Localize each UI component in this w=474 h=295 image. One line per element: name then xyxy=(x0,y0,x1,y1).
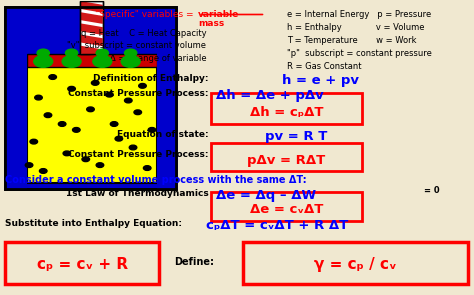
Circle shape xyxy=(115,136,123,141)
Circle shape xyxy=(68,86,75,91)
Text: Constant Pressure Process:: Constant Pressure Process: xyxy=(68,150,209,159)
Circle shape xyxy=(44,113,52,117)
Text: T = Temperature       w = Work: T = Temperature w = Work xyxy=(287,36,416,45)
Text: Consider a constant volume process with the same ΔT:: Consider a constant volume process with … xyxy=(5,176,307,185)
Circle shape xyxy=(25,163,33,168)
Circle shape xyxy=(106,92,113,97)
Text: Δe = Δq – ΔW: Δe = Δq – ΔW xyxy=(216,189,316,202)
Circle shape xyxy=(93,55,112,67)
Polygon shape xyxy=(80,12,103,24)
Circle shape xyxy=(125,98,132,103)
Polygon shape xyxy=(80,0,103,1)
FancyBboxPatch shape xyxy=(5,6,175,189)
Circle shape xyxy=(49,75,56,79)
Text: Δh = cₚΔT: Δh = cₚΔT xyxy=(250,106,323,119)
Text: pv = R T: pv = R T xyxy=(265,130,328,143)
FancyBboxPatch shape xyxy=(80,1,103,54)
FancyBboxPatch shape xyxy=(243,242,468,284)
Polygon shape xyxy=(80,1,103,13)
FancyBboxPatch shape xyxy=(5,6,27,189)
Text: Constant Pressure Process:: Constant Pressure Process: xyxy=(68,89,209,98)
FancyBboxPatch shape xyxy=(210,93,362,124)
Circle shape xyxy=(121,55,140,67)
Polygon shape xyxy=(80,46,103,57)
Text: cₚΔT = cᵥΔT + R ΔT: cₚΔT = cᵥΔT + R ΔT xyxy=(206,219,348,232)
Text: Δ = change of variable: Δ = change of variable xyxy=(109,54,206,63)
Polygon shape xyxy=(80,35,103,46)
Text: q = Heat    C = Heat Capacity: q = Heat C = Heat Capacity xyxy=(81,29,206,37)
Circle shape xyxy=(139,83,146,88)
Text: pΔv = RΔT: pΔv = RΔT xyxy=(247,154,326,167)
FancyBboxPatch shape xyxy=(156,6,178,189)
Circle shape xyxy=(144,166,151,171)
Text: variable: variable xyxy=(198,10,240,19)
Text: γ = cₚ / cᵥ: γ = cₚ / cᵥ xyxy=(314,257,396,272)
Text: Equation of state:: Equation of state: xyxy=(117,130,209,140)
Circle shape xyxy=(63,151,71,156)
Circle shape xyxy=(34,55,53,67)
Polygon shape xyxy=(80,23,103,35)
Circle shape xyxy=(58,122,66,126)
Text: "Specific" variables =: "Specific" variables = xyxy=(95,10,197,19)
FancyBboxPatch shape xyxy=(5,242,159,284)
FancyBboxPatch shape xyxy=(210,143,362,171)
Text: "p"  subscript = constant pressure: "p" subscript = constant pressure xyxy=(287,49,431,58)
Text: h = e + pv: h = e + pv xyxy=(282,73,359,86)
Circle shape xyxy=(129,145,137,150)
FancyBboxPatch shape xyxy=(210,192,362,221)
Text: R = Gas Constant: R = Gas Constant xyxy=(287,62,361,71)
Text: e = Internal Energy   p = Pressure: e = Internal Energy p = Pressure xyxy=(287,10,431,19)
Circle shape xyxy=(148,127,156,132)
Text: 1st Law of Thermodynamics: 1st Law of Thermodynamics xyxy=(66,189,209,198)
FancyBboxPatch shape xyxy=(27,54,156,67)
Circle shape xyxy=(134,110,142,115)
Circle shape xyxy=(91,81,99,85)
Circle shape xyxy=(39,169,47,173)
Circle shape xyxy=(96,49,109,57)
Text: = 0: = 0 xyxy=(424,186,439,195)
FancyBboxPatch shape xyxy=(27,65,156,183)
Circle shape xyxy=(73,127,80,132)
Circle shape xyxy=(96,163,104,168)
Text: Substitute into Enthalpy Equation:: Substitute into Enthalpy Equation: xyxy=(5,219,182,228)
Circle shape xyxy=(62,55,81,67)
Circle shape xyxy=(35,95,42,100)
Circle shape xyxy=(110,122,118,126)
Circle shape xyxy=(125,49,137,57)
Text: mass: mass xyxy=(198,19,225,28)
Text: cₚ = cᵥ + R: cₚ = cᵥ + R xyxy=(37,257,128,272)
Circle shape xyxy=(87,107,94,112)
Circle shape xyxy=(37,49,49,57)
Text: Definition of Enthalpy:: Definition of Enthalpy: xyxy=(93,73,209,83)
Circle shape xyxy=(65,49,78,57)
Text: h = Enthalpy             v = Volume: h = Enthalpy v = Volume xyxy=(287,23,424,32)
Circle shape xyxy=(30,139,37,144)
Text: Δh = Δe + pΔv: Δh = Δe + pΔv xyxy=(216,89,323,102)
Text: "v"  subscript = constant volume: "v" subscript = constant volume xyxy=(67,41,206,50)
Circle shape xyxy=(82,157,90,162)
Text: Δe = cᵥΔT: Δe = cᵥΔT xyxy=(250,203,323,216)
Text: Define:: Define: xyxy=(174,257,215,267)
